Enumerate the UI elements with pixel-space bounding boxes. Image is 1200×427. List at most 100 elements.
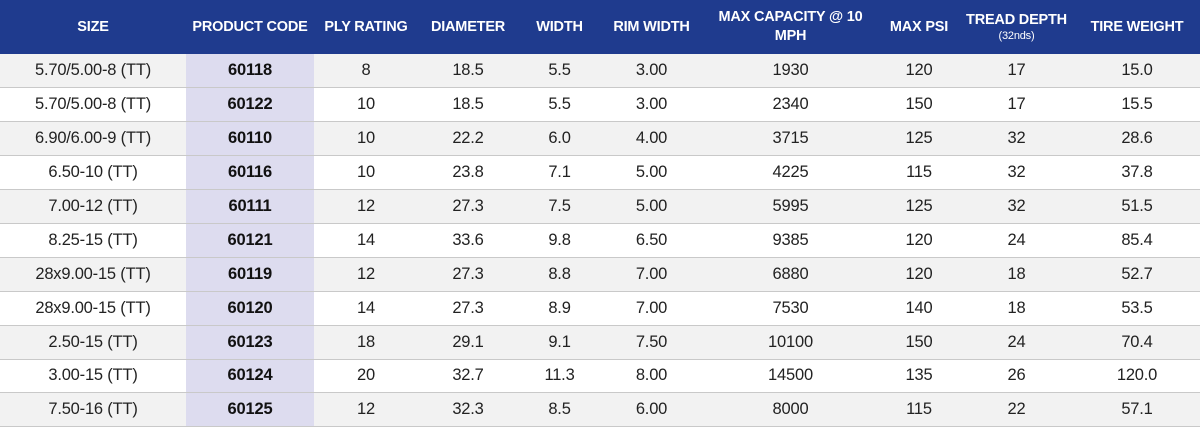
- header-max-psi: MAX PSI: [889, 18, 949, 35]
- cell-rim-width: 8.00: [601, 359, 702, 394]
- cell-tire-weight: 120.0: [1074, 359, 1200, 394]
- cell-diameter: 18.5: [418, 54, 518, 89]
- header-row: SIZE PRODUCT CODE PLY RATING DIAMETER WI…: [0, 0, 1200, 54]
- cell-max-psi: 125: [879, 189, 959, 224]
- cell-max-capacity: 7530: [702, 291, 879, 326]
- table-row: 5.70/5.00-8 (TT) 60122 10 18.5 5.5 3.00 2340 15…: [0, 87, 1200, 123]
- table-row: 28x9.00-15 (TT) 60120 14 27.3 8.9 7.00 7530 140…: [0, 291, 1200, 326]
- header-tread-depth-unit: (32nds): [998, 30, 1035, 42]
- cell-max-capacity: 9385: [702, 223, 879, 258]
- cell-max-psi: 120: [879, 223, 959, 258]
- header-product-code: PRODUCT CODE: [186, 0, 314, 54]
- cell-size: 5.70/5.00-8 (TT): [0, 87, 186, 123]
- header-diameter: DIAMETER: [430, 18, 506, 35]
- cell-tread-depth: 18: [959, 257, 1074, 292]
- cell-product-code: 60111: [186, 189, 314, 224]
- header-size: SIZE: [77, 18, 109, 35]
- cell-width: 6.0: [518, 121, 601, 157]
- cell-ply-rating: 10: [314, 121, 418, 157]
- cell-product-code: 60123: [186, 325, 314, 360]
- cell-size: 3.00-15 (TT): [0, 359, 186, 394]
- cell-tire-weight: 15.5: [1074, 87, 1200, 123]
- cell-size: 6.50-10 (TT): [0, 155, 186, 191]
- header-width: WIDTH: [536, 18, 583, 35]
- cell-product-code: 60118: [186, 54, 314, 89]
- cell-product-code: 60121: [186, 223, 314, 258]
- cell-diameter: 22.2: [418, 121, 518, 157]
- cell-tread-depth: 22: [959, 392, 1074, 427]
- cell-rim-width: 4.00: [601, 121, 702, 157]
- cell-max-psi: 115: [879, 155, 959, 191]
- cell-rim-width: 6.00: [601, 392, 702, 427]
- cell-ply-rating: 14: [314, 223, 418, 258]
- cell-size: 8.25-15 (TT): [0, 223, 186, 258]
- cell-tire-weight: 15.0: [1074, 54, 1200, 89]
- header-ply-rating: PLY RATING: [324, 18, 408, 35]
- cell-ply-rating: 12: [314, 392, 418, 427]
- cell-rim-width: 5.00: [601, 155, 702, 191]
- cell-ply-rating: 18: [314, 325, 418, 360]
- cell-rim-width: 7.50: [601, 325, 702, 360]
- cell-diameter: 27.3: [418, 189, 518, 224]
- cell-rim-width: 3.00: [601, 54, 702, 89]
- cell-width: 8.8: [518, 257, 601, 292]
- cell-tire-weight: 28.6: [1074, 121, 1200, 157]
- cell-tire-weight: 57.1: [1074, 392, 1200, 427]
- cell-max-capacity: 6880: [702, 257, 879, 292]
- cell-max-capacity: 10100: [702, 325, 879, 360]
- cell-diameter: 32.7: [418, 359, 518, 394]
- cell-product-code: 60116: [186, 155, 314, 191]
- cell-max-psi: 135: [879, 359, 959, 394]
- table-row: 2.50-15 (TT) 60123 18 29.1 9.1 7.50 10100 150 24…: [0, 325, 1200, 360]
- cell-product-code: 60110: [186, 121, 314, 157]
- cell-size: 7.50-16 (TT): [0, 392, 186, 427]
- cell-width: 5.5: [518, 54, 601, 89]
- cell-max-capacity: 2340: [702, 87, 879, 123]
- cell-rim-width: 7.00: [601, 257, 702, 292]
- cell-tire-weight: 52.7: [1074, 257, 1200, 292]
- cell-tire-weight: 85.4: [1074, 223, 1200, 258]
- cell-max-psi: 150: [879, 87, 959, 123]
- header-rim-width: RIM WIDTH: [613, 18, 690, 35]
- cell-size: 28x9.00-15 (TT): [0, 257, 186, 292]
- table-row: 28x9.00-15 (TT) 60119 12 27.3 8.8 7.00 6880 120…: [0, 257, 1200, 292]
- cell-tread-depth: 17: [959, 87, 1074, 123]
- cell-product-code: 60122: [186, 87, 314, 123]
- cell-ply-rating: 10: [314, 87, 418, 123]
- cell-diameter: 27.3: [418, 291, 518, 326]
- cell-product-code: 60120: [186, 291, 314, 326]
- cell-rim-width: 6.50: [601, 223, 702, 258]
- cell-tire-weight: 70.4: [1074, 325, 1200, 360]
- cell-max-psi: 140: [879, 291, 959, 326]
- cell-width: 8.5: [518, 392, 601, 427]
- cell-tread-depth: 32: [959, 189, 1074, 224]
- cell-ply-rating: 8: [314, 54, 418, 89]
- cell-max-capacity: 8000: [702, 392, 879, 427]
- cell-rim-width: 3.00: [601, 87, 702, 123]
- header-tread-depth: TREAD DEPTH (32nds): [959, 0, 1074, 54]
- header-tire-weight: TIRE WEIGHT: [1090, 18, 1184, 35]
- cell-diameter: 33.6: [418, 223, 518, 258]
- table-row: 8.25-15 (TT) 60121 14 33.6 9.8 6.50 9385 120 24 8…: [0, 223, 1200, 258]
- cell-tread-depth: 24: [959, 223, 1074, 258]
- cell-tread-depth: 17: [959, 54, 1074, 89]
- header-max-capacity: MAX CAPACITY @ 10 MPH: [718, 9, 863, 44]
- cell-max-psi: 120: [879, 54, 959, 89]
- cell-size: 6.90/6.00-9 (TT): [0, 121, 186, 157]
- table-row: 3.00-15 (TT) 60124 20 32.7 11.3 8.00 14500 135 2…: [0, 359, 1200, 394]
- cell-diameter: 32.3: [418, 392, 518, 427]
- cell-width: 8.9: [518, 291, 601, 326]
- cell-tread-depth: 32: [959, 121, 1074, 157]
- cell-size: 28x9.00-15 (TT): [0, 291, 186, 326]
- cell-product-code: 60124: [186, 359, 314, 394]
- cell-tread-depth: 32: [959, 155, 1074, 191]
- cell-ply-rating: 10: [314, 155, 418, 191]
- table-row: 6.50-10 (TT) 60116 10 23.8 7.1 5.00 4225 115 32 3…: [0, 155, 1200, 191]
- cell-width: 9.8: [518, 223, 601, 258]
- cell-ply-rating: 12: [314, 189, 418, 224]
- cell-diameter: 23.8: [418, 155, 518, 191]
- cell-diameter: 29.1: [418, 325, 518, 360]
- cell-tread-depth: 18: [959, 291, 1074, 326]
- cell-diameter: 18.5: [418, 87, 518, 123]
